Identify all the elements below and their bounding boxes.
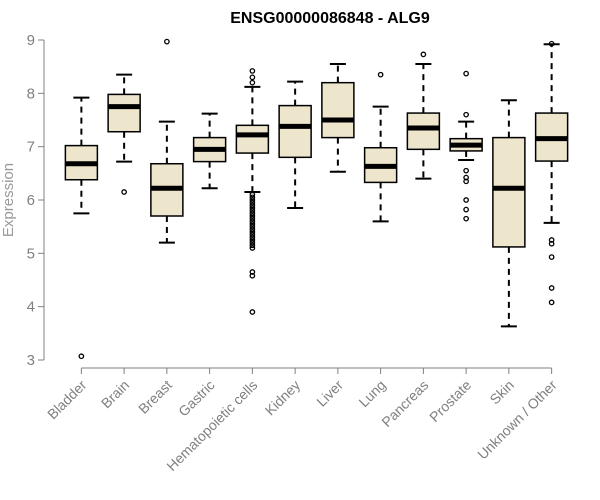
box-iqr <box>492 136 526 248</box>
outlier-point <box>249 309 256 315</box>
x-tick-label: Brain <box>98 377 132 411</box>
outlier-point <box>121 189 127 195</box>
outlier-point <box>249 245 256 251</box>
outlier-point <box>249 229 256 235</box>
box-kidney <box>278 80 312 209</box>
x-tick-label: Unknown / Other <box>474 377 560 463</box>
outlier-point <box>249 199 256 206</box>
box-unknown-other <box>534 40 569 306</box>
box-brain <box>107 73 141 195</box>
outlier-point <box>249 79 256 86</box>
outlier-point <box>377 71 384 78</box>
outlier-point <box>463 174 469 181</box>
outlier-point <box>249 226 256 233</box>
outlier-point <box>548 285 555 291</box>
y-tick-label: 3 <box>27 352 35 369</box>
outlier-point <box>463 167 469 174</box>
outlier-point <box>548 237 555 243</box>
y-tick-label: 8 <box>27 85 35 102</box>
x-tick-label: Lung <box>355 377 388 410</box>
outlier-point <box>249 213 256 219</box>
box-bladder <box>64 96 99 360</box>
y-tick-label: 7 <box>27 139 35 156</box>
box-iqr <box>321 81 355 139</box>
outlier-point <box>249 242 256 249</box>
box-series <box>64 38 569 360</box>
outlier-point <box>249 207 256 214</box>
x-tick-label: Breast <box>135 377 175 417</box>
x-tick-label: Kidney <box>262 377 304 419</box>
outlier-point <box>249 74 256 81</box>
box-iqr <box>278 104 312 159</box>
outlier-point <box>249 234 256 241</box>
y-axis: 3 4 5 6 7 8 9 <box>27 32 45 369</box>
box-iqr <box>107 93 141 133</box>
x-tick-label: Prostate <box>426 377 474 425</box>
outlier-point <box>249 205 256 211</box>
outlier-point <box>249 202 256 209</box>
outlier-point <box>249 237 256 243</box>
outlier-point <box>249 218 256 225</box>
outlier-point <box>463 215 469 222</box>
x-tick-label: Bladder <box>44 377 90 423</box>
box-gastric <box>192 112 227 190</box>
box-pancreas <box>406 51 441 180</box>
outlier-point <box>463 178 469 185</box>
outlier-point <box>249 194 256 201</box>
outlier-point <box>249 239 256 246</box>
y-axis-label: Expression <box>0 163 17 237</box>
chart-title: ENSG00000086848 - ALG9 <box>230 10 430 27</box>
outlier-point <box>249 231 256 238</box>
x-tick-label: Pancreas <box>378 377 431 430</box>
x-tick-label: Gastric <box>175 377 218 420</box>
outlier-point <box>249 210 256 217</box>
box-lung <box>363 71 398 223</box>
y-tick-label: 4 <box>27 299 35 316</box>
y-tick-label: 6 <box>27 192 35 209</box>
outlier-point <box>548 299 555 306</box>
outlier-point <box>420 51 427 58</box>
outlier-point <box>249 223 256 230</box>
outlier-point <box>249 197 256 203</box>
box-hematopoietic-cells <box>235 68 270 315</box>
outlier-point <box>164 38 170 45</box>
outlier-point <box>249 191 256 198</box>
outlier-point <box>463 111 469 118</box>
x-tick-label: Liver <box>313 377 346 410</box>
box-iqr <box>235 124 270 154</box>
box-liver <box>321 63 355 173</box>
outlier-point <box>249 215 256 222</box>
box-iqr <box>406 112 441 151</box>
y-tick-label: 5 <box>27 245 35 262</box>
outlier-point <box>78 353 85 360</box>
outlier-point <box>463 70 469 77</box>
outlier-point <box>463 206 469 213</box>
outlier-point <box>548 254 555 260</box>
outlier-point <box>249 221 256 227</box>
outlier-point <box>548 240 555 247</box>
outlier-point <box>249 272 256 279</box>
box-breast <box>150 38 184 244</box>
box-prostate <box>449 70 483 222</box>
outlier-point <box>249 68 256 74</box>
outlier-point <box>249 269 256 275</box>
x-tick-label: Skin <box>486 377 517 408</box>
box-skin <box>492 99 526 328</box>
outlier-point <box>463 197 469 203</box>
y-tick-label: 9 <box>27 32 35 49</box>
outlier-point <box>548 40 555 47</box>
